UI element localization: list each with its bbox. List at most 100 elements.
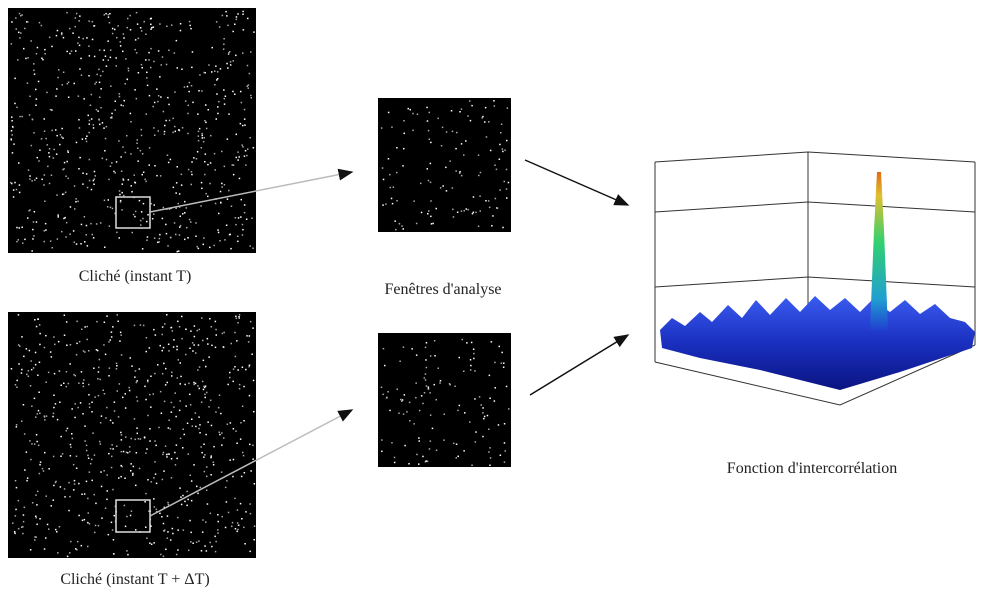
particle <box>99 49 101 51</box>
particle <box>23 356 25 358</box>
particle <box>228 54 230 56</box>
particle <box>214 84 216 86</box>
plot-edge <box>655 277 975 287</box>
particle <box>55 482 57 484</box>
particle <box>149 164 151 166</box>
particle <box>64 217 66 219</box>
particle <box>382 167 384 169</box>
particle <box>114 401 116 403</box>
particle <box>165 549 167 551</box>
particle <box>159 234 161 236</box>
particle <box>408 463 410 465</box>
particle <box>135 485 137 487</box>
particle <box>234 366 236 368</box>
particle <box>449 383 451 385</box>
particle <box>55 95 57 97</box>
particle <box>502 227 504 229</box>
particle <box>162 218 164 220</box>
particle <box>189 25 191 27</box>
particle <box>75 50 77 52</box>
particle <box>128 68 130 70</box>
particle <box>123 179 125 181</box>
particle <box>116 161 118 163</box>
particle <box>165 224 167 226</box>
particle <box>225 11 227 13</box>
particle <box>461 175 463 177</box>
particle <box>38 392 40 394</box>
particle <box>92 21 94 23</box>
particle <box>237 13 239 15</box>
particle <box>195 412 197 414</box>
particle <box>42 59 44 61</box>
particle <box>164 133 166 135</box>
particle <box>436 208 438 210</box>
particle <box>33 70 35 72</box>
particle <box>171 372 173 374</box>
particle <box>177 166 179 168</box>
particle <box>413 200 415 202</box>
particle <box>110 57 112 59</box>
particle <box>473 349 475 351</box>
particle <box>221 432 223 434</box>
particle <box>35 516 37 518</box>
particle <box>482 436 484 438</box>
particle <box>403 148 405 150</box>
particle <box>170 159 172 161</box>
particle <box>402 165 404 167</box>
particle <box>94 494 96 496</box>
particle <box>38 160 40 162</box>
particle <box>192 425 194 427</box>
particle <box>218 232 220 234</box>
particle <box>216 118 218 120</box>
particle <box>250 51 252 53</box>
particle <box>233 459 235 461</box>
particle <box>34 398 36 400</box>
particle <box>118 416 120 418</box>
particle <box>189 520 191 522</box>
particle <box>237 151 239 153</box>
particle <box>56 135 58 137</box>
particle <box>106 499 108 501</box>
particle <box>244 212 246 214</box>
particle <box>28 370 30 372</box>
particle <box>154 204 156 206</box>
particle <box>504 181 506 183</box>
particle <box>124 478 126 480</box>
particle <box>246 219 248 221</box>
particle <box>146 337 148 339</box>
particle <box>16 424 17 426</box>
particle <box>134 418 136 420</box>
particle <box>215 551 217 553</box>
particle <box>231 526 233 528</box>
particle <box>168 427 170 429</box>
particle <box>80 243 82 245</box>
particle <box>390 187 392 189</box>
particle <box>41 179 43 181</box>
particle <box>249 335 251 337</box>
window-1 <box>378 98 511 232</box>
particle <box>80 58 82 60</box>
particle <box>64 496 66 498</box>
particle <box>88 394 90 396</box>
particle <box>82 138 84 140</box>
particle <box>174 52 176 54</box>
particle <box>41 58 43 60</box>
particle <box>132 473 134 475</box>
particle <box>244 109 246 111</box>
particle <box>54 344 56 346</box>
particle <box>456 132 458 134</box>
particle <box>26 374 28 376</box>
particle <box>416 354 418 356</box>
particle <box>113 553 115 555</box>
particle <box>250 321 252 323</box>
particle <box>44 201 46 203</box>
particle <box>25 58 27 60</box>
particle <box>125 83 127 85</box>
particle <box>101 415 103 417</box>
particle <box>50 109 52 111</box>
particle <box>111 456 113 458</box>
particle <box>502 148 504 150</box>
particle <box>249 73 251 75</box>
particle <box>34 211 36 213</box>
particle <box>30 40 32 42</box>
